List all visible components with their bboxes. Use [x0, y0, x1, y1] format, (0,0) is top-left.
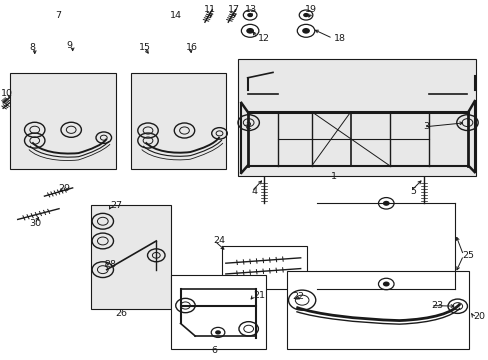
Text: 14: 14: [169, 10, 182, 19]
Text: 24: 24: [213, 237, 225, 246]
Text: 7: 7: [55, 10, 61, 19]
Text: 12: 12: [258, 34, 270, 43]
Bar: [238, 59, 475, 176]
Circle shape: [246, 28, 253, 34]
Text: 11: 11: [203, 5, 215, 14]
Text: 5: 5: [410, 187, 416, 196]
Text: 29: 29: [58, 184, 70, 193]
Text: 28: 28: [104, 260, 116, 269]
Bar: [90, 205, 170, 309]
Bar: [222, 246, 306, 289]
Bar: [10, 73, 116, 169]
Text: 30: 30: [29, 219, 41, 228]
Text: 1: 1: [330, 172, 336, 181]
Text: 3: 3: [423, 122, 429, 131]
Text: 21: 21: [253, 291, 265, 300]
Text: 22: 22: [292, 292, 304, 301]
Text: 19: 19: [305, 5, 316, 14]
Text: 20: 20: [472, 312, 484, 321]
Text: 27: 27: [110, 201, 122, 210]
Text: 17: 17: [227, 5, 240, 14]
Text: 23: 23: [430, 301, 442, 310]
Text: 25: 25: [462, 251, 474, 260]
Circle shape: [302, 28, 309, 34]
Text: 2: 2: [245, 122, 251, 131]
Text: 26: 26: [115, 309, 127, 318]
Circle shape: [382, 201, 389, 206]
Bar: [286, 271, 468, 348]
Bar: [170, 275, 265, 348]
Text: 10: 10: [0, 89, 13, 98]
Bar: [131, 73, 225, 169]
Circle shape: [247, 13, 252, 17]
Circle shape: [303, 13, 308, 17]
Text: 16: 16: [185, 43, 197, 52]
Text: 8: 8: [30, 43, 36, 52]
Text: 4: 4: [250, 187, 257, 196]
Circle shape: [382, 282, 389, 287]
Text: 6: 6: [211, 346, 217, 355]
Text: 13: 13: [244, 5, 257, 14]
Text: 18: 18: [333, 34, 345, 43]
Text: 15: 15: [139, 43, 151, 52]
Text: 9: 9: [66, 41, 72, 50]
Circle shape: [215, 330, 221, 334]
